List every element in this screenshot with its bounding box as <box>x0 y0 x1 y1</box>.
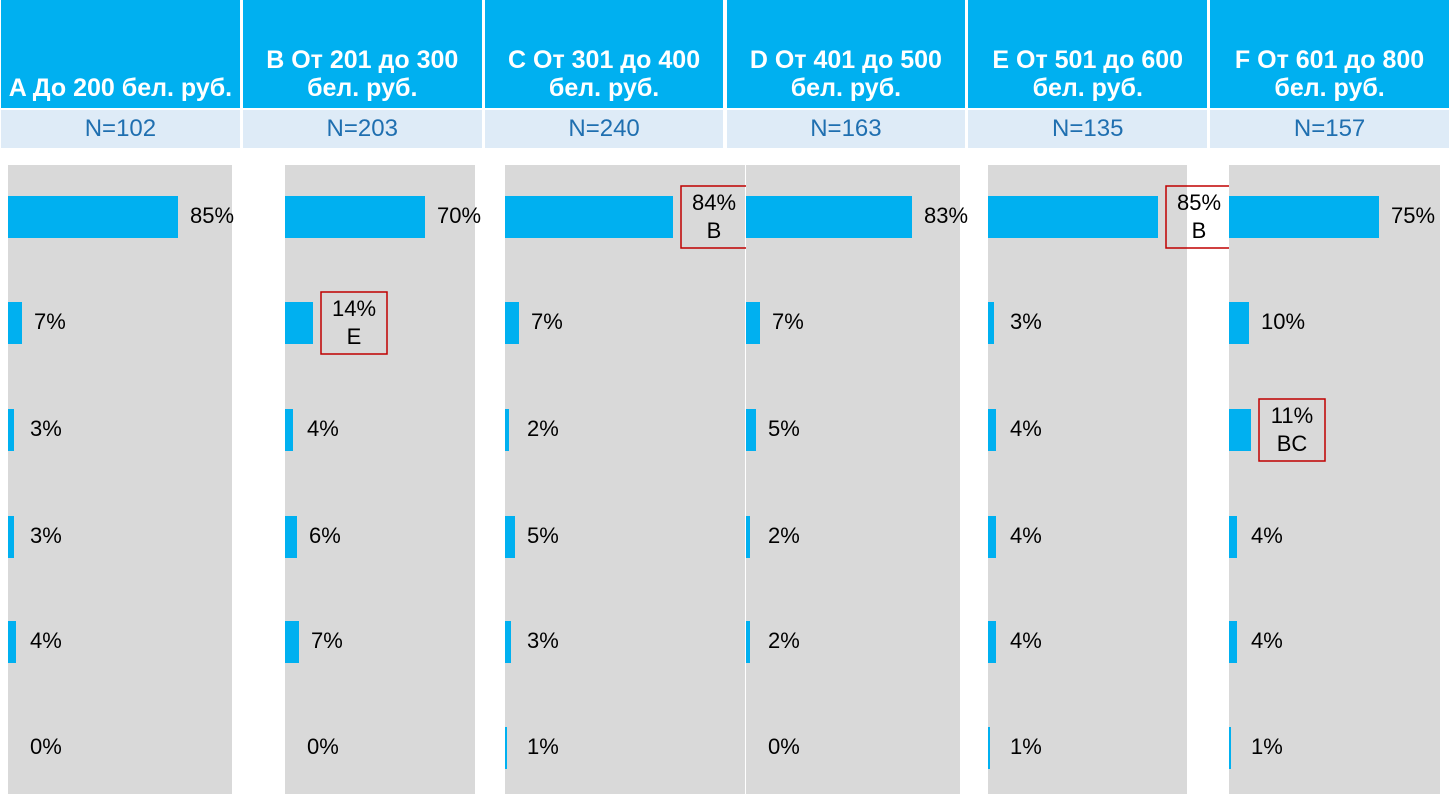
value-label: 5% <box>527 523 559 548</box>
column-title: F От 601 до 800 бел. руб. <box>1210 0 1449 108</box>
value-label: 4% <box>1010 628 1042 653</box>
bar <box>8 409 14 451</box>
value-label: 1% <box>527 734 559 759</box>
value-label: 4% <box>1010 416 1042 441</box>
bar <box>1229 302 1249 344</box>
bar <box>746 516 750 558</box>
sample-size: N=240 <box>484 110 724 148</box>
bar <box>505 302 519 344</box>
bar <box>285 196 425 238</box>
bar <box>505 196 673 238</box>
bar <box>988 196 1158 238</box>
bar <box>988 516 996 558</box>
value-label: 70% <box>437 203 481 228</box>
sample-size: N=203 <box>242 110 482 148</box>
value-label: 3% <box>30 416 62 441</box>
value-label: 85% <box>1177 190 1221 215</box>
panel-background <box>285 165 475 794</box>
significance-box <box>1258 398 1326 462</box>
value-label: 1% <box>1251 734 1283 759</box>
bar <box>285 302 313 344</box>
panel-background <box>8 165 232 794</box>
value-label: 83% <box>924 203 968 228</box>
bar <box>8 302 22 344</box>
value-label: 7% <box>531 309 563 334</box>
bar <box>285 621 299 663</box>
bar <box>988 302 994 344</box>
value-label: 3% <box>30 523 62 548</box>
value-label: 4% <box>1010 523 1042 548</box>
bar <box>1229 621 1237 663</box>
value-label: 3% <box>1010 309 1042 334</box>
bar <box>988 409 996 451</box>
bar <box>746 196 912 238</box>
value-label: 0% <box>307 734 339 759</box>
value-label: 5% <box>768 416 800 441</box>
value-label: 0% <box>30 734 62 759</box>
sample-size: N=102 <box>1 110 240 148</box>
bar <box>8 621 16 663</box>
bar <box>285 409 293 451</box>
value-label: 0% <box>768 734 800 759</box>
significance-note: E <box>347 324 362 349</box>
value-label: 6% <box>309 523 341 548</box>
significance-note: BC <box>1277 431 1308 456</box>
column-title: B От 201 до 300 бел. руб. <box>242 0 482 108</box>
column-title: A До 200 бел. руб. <box>1 0 240 108</box>
bar <box>1229 516 1237 558</box>
value-label: 4% <box>1251 523 1283 548</box>
value-label: 4% <box>30 628 62 653</box>
significance-note: B <box>707 218 722 243</box>
value-label: 3% <box>527 628 559 653</box>
value-label: 10% <box>1261 309 1305 334</box>
bar <box>988 621 996 663</box>
value-label: 2% <box>527 416 559 441</box>
bar <box>8 516 14 558</box>
value-label: 4% <box>1251 628 1283 653</box>
value-label: 7% <box>311 628 343 653</box>
bar <box>746 302 760 344</box>
bar <box>505 727 507 769</box>
bar <box>285 516 297 558</box>
value-label: 1% <box>1010 734 1042 759</box>
panel-background <box>988 165 1187 794</box>
column-title: C От 301 до 400 бел. руб. <box>484 0 724 108</box>
sample-size: N=135 <box>968 110 1208 148</box>
bar <box>1229 409 1251 451</box>
value-label: 84% <box>692 190 736 215</box>
panel-background <box>746 165 960 794</box>
value-label: 7% <box>772 309 804 334</box>
value-label: 75% <box>1391 203 1435 228</box>
value-label: 2% <box>768 523 800 548</box>
significance-box <box>320 291 388 355</box>
value-label: 2% <box>768 628 800 653</box>
bar <box>988 727 990 769</box>
column-title: D От 401 до 500 бел. руб. <box>726 0 966 108</box>
bar <box>505 621 511 663</box>
value-label: 7% <box>34 309 66 334</box>
value-label: 14% <box>332 296 376 321</box>
bar <box>746 409 756 451</box>
sample-size: N=163 <box>726 110 966 148</box>
value-label: 4% <box>307 416 339 441</box>
value-label: 85% <box>190 203 234 228</box>
bar <box>1229 196 1379 238</box>
bar <box>746 621 750 663</box>
bar <box>505 516 515 558</box>
bar <box>505 409 509 451</box>
column-title: E От 501 до 600 бел. руб. <box>968 0 1208 108</box>
sample-size: N=157 <box>1210 110 1449 148</box>
panel-background <box>505 165 745 794</box>
bar <box>8 196 178 238</box>
significance-note: B <box>1192 218 1207 243</box>
panel-background <box>1229 165 1440 794</box>
bar <box>1229 727 1231 769</box>
value-label: 11% <box>1271 403 1313 428</box>
